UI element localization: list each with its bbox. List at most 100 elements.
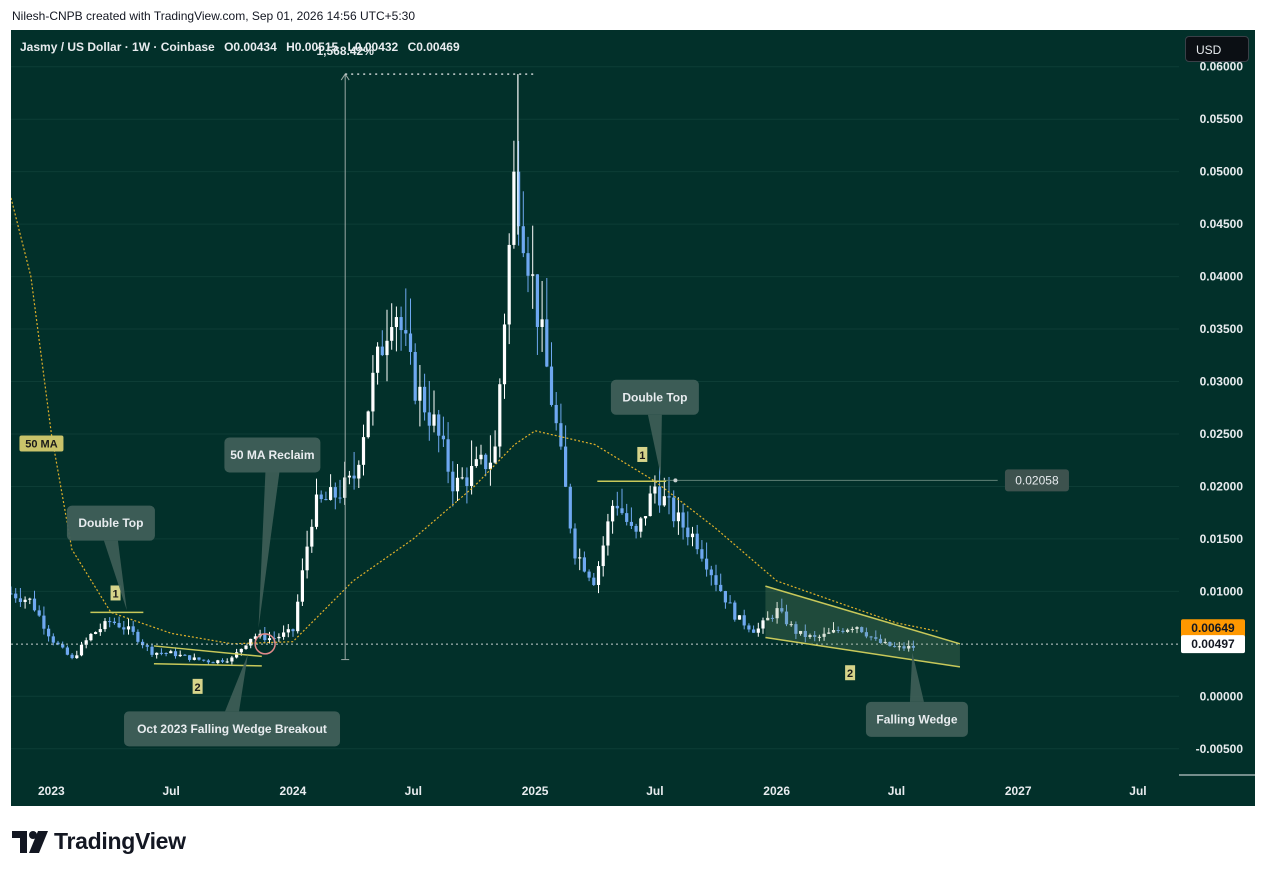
candle-up xyxy=(23,599,27,602)
candle-down xyxy=(535,274,539,327)
candle-up xyxy=(690,533,695,538)
candle-down xyxy=(615,505,619,509)
annotation-callout[interactable]: Falling Wedge xyxy=(865,652,968,737)
candle-up xyxy=(601,545,605,567)
candle-up xyxy=(329,487,333,500)
candle-up xyxy=(817,636,821,638)
candle-down xyxy=(150,646,154,655)
candle-up xyxy=(648,493,652,517)
candle-down xyxy=(733,602,737,620)
candle-down xyxy=(18,598,22,602)
x-tick-label: 2025 xyxy=(522,784,549,798)
wedge-upper-line-2026 xyxy=(765,585,961,645)
candle-down xyxy=(56,642,60,645)
candle-down xyxy=(803,630,807,637)
candle-up xyxy=(578,557,582,559)
candle-up xyxy=(653,486,657,494)
candle-down xyxy=(752,629,756,633)
level-anchor-dot xyxy=(673,478,678,483)
candle-up xyxy=(84,640,88,645)
candle-up xyxy=(126,626,131,630)
candle-down xyxy=(446,439,450,472)
candle-up xyxy=(827,632,831,634)
close-value: C0.00469 xyxy=(407,40,460,54)
candle-up xyxy=(470,465,474,486)
candle-down xyxy=(517,171,521,227)
candle-up xyxy=(366,411,370,438)
annotation-callout[interactable]: 50 MA Reclaim xyxy=(224,437,321,629)
candle-up xyxy=(225,661,229,663)
candle-up xyxy=(822,633,826,637)
annotation-pointer xyxy=(909,652,924,702)
candle-down xyxy=(291,629,295,632)
pattern-marker-label: 1 xyxy=(639,450,645,462)
chart-area[interactable]: 0.06000 0.05500 0.05000 0.04500 0.04000 0.035… xyxy=(11,30,1255,806)
x-tick-label: Jul xyxy=(162,784,179,798)
candle-down xyxy=(404,330,408,334)
candle-down xyxy=(526,253,530,276)
annotation-callout[interactable]: Double Top xyxy=(66,505,155,611)
ma-50-line xyxy=(11,197,938,645)
candle-down xyxy=(549,366,554,405)
symbol-name: Jasmy / US Dollar · 1W · Coinbase xyxy=(20,40,215,54)
candle-up xyxy=(28,598,32,600)
annotation-label: Falling Wedge xyxy=(876,712,957,726)
candle-down xyxy=(159,652,163,654)
candle-up xyxy=(766,617,770,621)
candle-down xyxy=(352,475,356,479)
candle-down xyxy=(625,513,629,522)
candle-up xyxy=(282,632,286,637)
candle-down xyxy=(902,646,906,649)
y-tick-label: 0.02500 xyxy=(1200,427,1244,441)
candle-up xyxy=(357,464,361,479)
candle-up xyxy=(639,518,643,532)
candle-down xyxy=(728,602,732,604)
candle-down xyxy=(629,521,633,526)
candle-down xyxy=(545,319,549,367)
candle-down xyxy=(319,494,323,500)
y-tick-label: 0.05500 xyxy=(1200,112,1244,126)
annotation-callout[interactable]: Oct 2023 Falling Wedge Breakout xyxy=(124,654,341,747)
y-tick-label: 0.03000 xyxy=(1200,375,1244,389)
candle-up xyxy=(277,636,281,639)
candle-down xyxy=(860,627,864,633)
candle-up xyxy=(310,526,314,547)
currency-button[interactable]: USD xyxy=(1185,36,1249,62)
candle-up xyxy=(169,651,173,654)
candle-up xyxy=(89,633,93,641)
y-tick-label: 0.03500 xyxy=(1200,322,1244,336)
candle-down xyxy=(197,657,201,660)
price-chart[interactable]: 0.06000 0.05500 0.05000 0.04500 0.04000 0.035… xyxy=(11,30,1255,806)
candle-up xyxy=(305,546,309,571)
candle-up xyxy=(596,566,601,585)
level-label: 0.02058 xyxy=(1015,473,1059,487)
price-badge-label: 0.00497 xyxy=(1191,637,1235,651)
tradingview-logo[interactable]: TradingView xyxy=(12,828,186,855)
candle-down xyxy=(742,615,746,626)
candle-down xyxy=(338,497,342,499)
candle-down xyxy=(136,631,140,642)
ma-label: 50 MA xyxy=(25,438,57,450)
pattern-marker-label: 1 xyxy=(112,588,118,600)
candle-down xyxy=(145,645,149,647)
candle-up xyxy=(230,657,234,662)
candle-up xyxy=(347,475,351,478)
measure-label: 1,568.42% xyxy=(316,44,374,58)
candle-up xyxy=(493,446,497,463)
level-label-box xyxy=(1004,469,1069,492)
candle-down xyxy=(47,628,51,637)
candle-down xyxy=(484,454,488,470)
candle-up xyxy=(239,648,243,653)
candle-up xyxy=(300,570,304,602)
annotation-callout[interactable]: Double Top xyxy=(610,379,699,476)
candle-down xyxy=(836,630,840,632)
candle-down xyxy=(521,226,525,254)
candle-down xyxy=(874,637,878,639)
candle-up xyxy=(507,244,511,325)
candle-down xyxy=(893,646,897,648)
wedge-upper-line-2023 xyxy=(153,645,262,658)
candle-up xyxy=(267,638,272,641)
candle-down xyxy=(864,632,868,637)
candle-down xyxy=(164,652,168,654)
x-tick-label: Jul xyxy=(888,784,905,798)
